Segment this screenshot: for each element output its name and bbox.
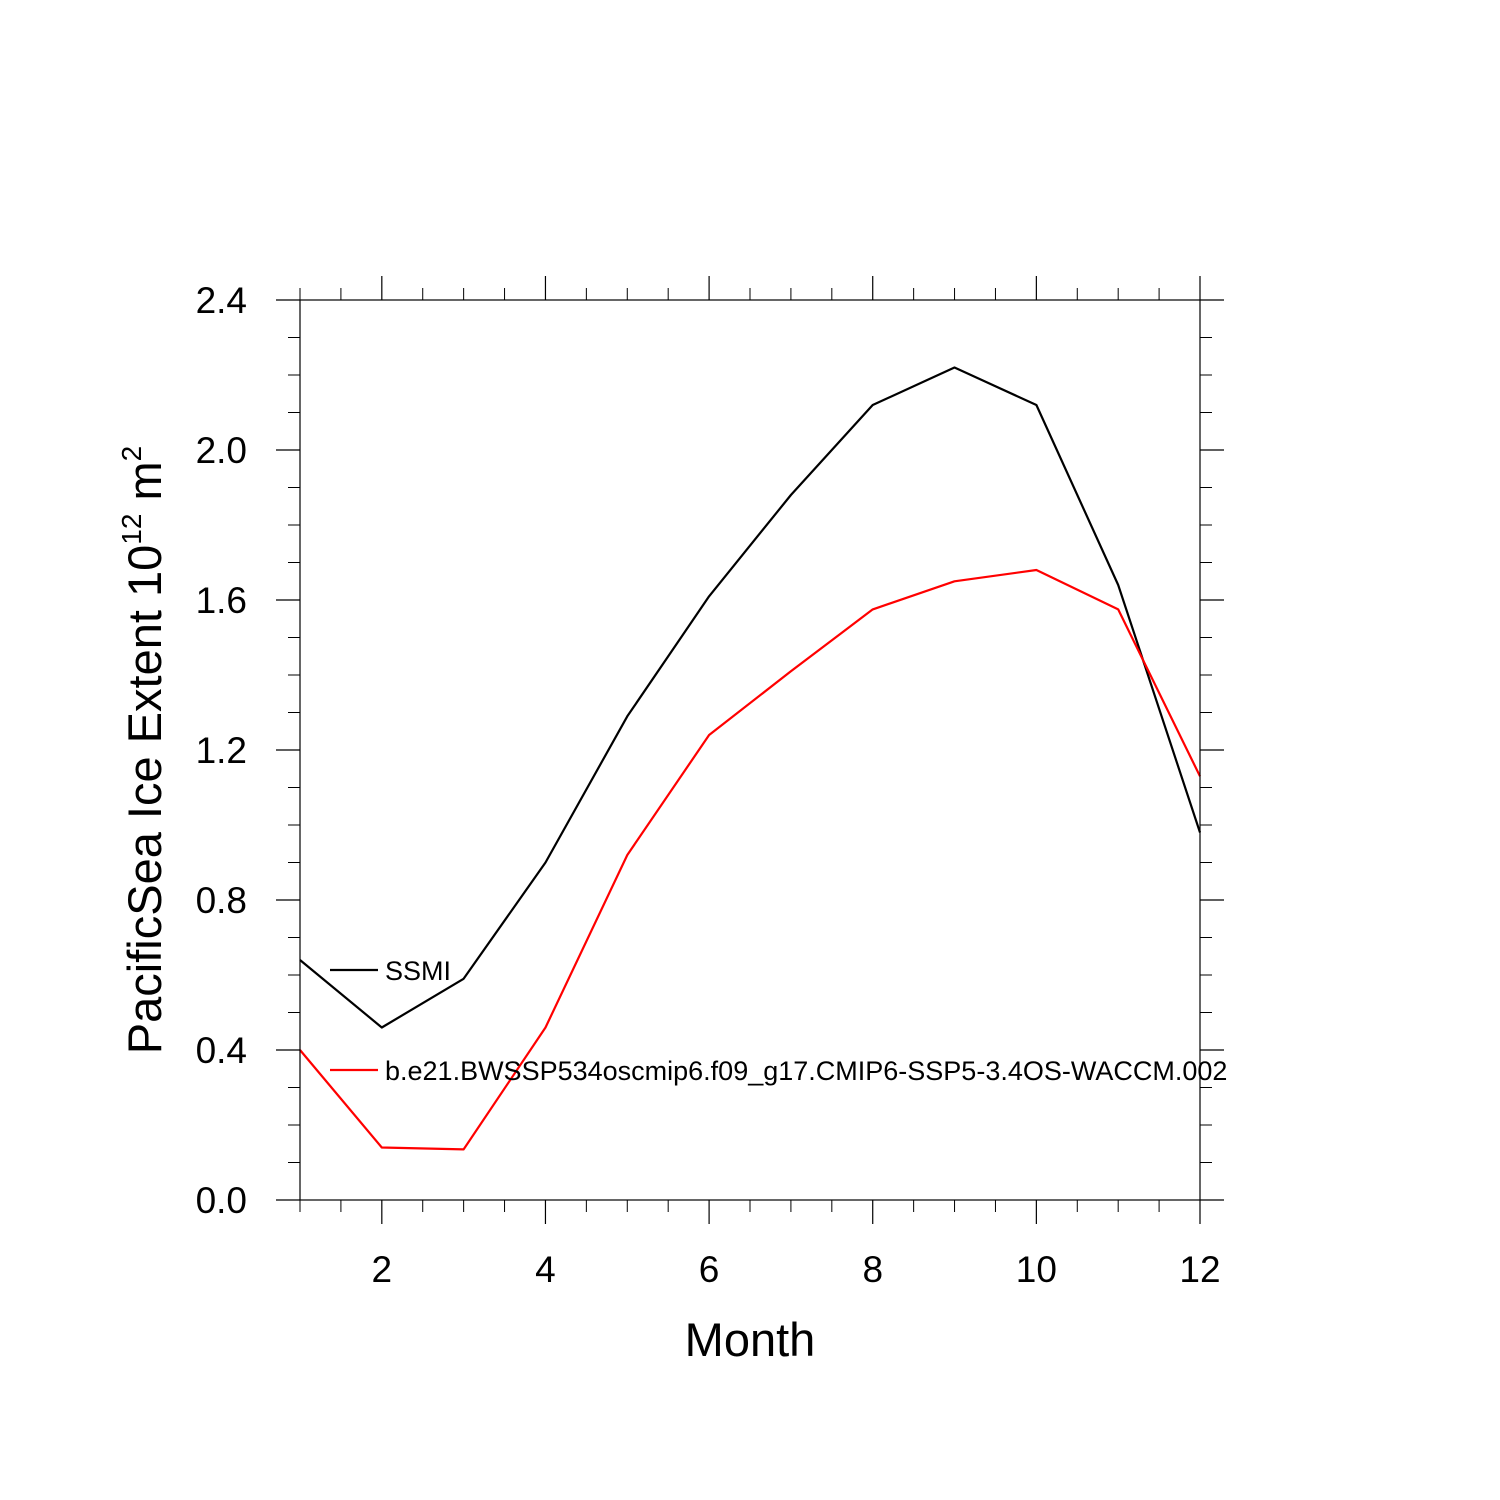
y-tick-label: 1.6 — [196, 580, 247, 621]
major-ticks — [276, 276, 1224, 1224]
y-axis-label: PacificSea Ice Extent 1012 m2 — [116, 446, 171, 1054]
legend: SSMI b.e21.BWSSP534oscmip6.f09_g17.CMIP6-… — [330, 956, 1227, 1086]
y-tick-label: 0.8 — [196, 880, 247, 921]
x-tick-label: 12 — [1179, 1249, 1220, 1290]
legend-label-0: SSMI — [385, 956, 451, 986]
plot-frame — [299, 299, 1201, 1201]
x-tick-label: 2 — [372, 1249, 393, 1290]
y-axis-label-unit: m — [118, 461, 171, 513]
y-tick-label: 0.0 — [196, 1180, 247, 1221]
x-tick-label: 10 — [1016, 1249, 1057, 1290]
x-tick-labels: 2 4 6 8 10 12 — [372, 1249, 1221, 1290]
x-tick-label: 8 — [862, 1249, 883, 1290]
y-axis-label-main: PacificSea Ice Extent 10 — [118, 545, 171, 1054]
x-tick-label: 6 — [699, 1249, 720, 1290]
y-tick-label: 1.2 — [196, 730, 247, 771]
y-axis-label-unit-exponent: 2 — [116, 446, 147, 462]
y-tick-label: 2.0 — [196, 430, 247, 471]
series-lines — [299, 366, 1202, 1151]
series-line-1 — [299, 568, 1201, 1151]
y-axis-label-exponent: 12 — [116, 514, 147, 545]
y-tick-label: 0.4 — [196, 1030, 247, 1071]
series-line-0 — [299, 366, 1202, 1029]
legend-label-1: b.e21.BWSSP534oscmip6.f09_g17.CMIP6-SSP5… — [385, 1056, 1227, 1086]
y-tick-label: 2.4 — [196, 280, 247, 321]
y-tick-labels: 0.0 0.4 0.8 1.2 1.6 2.0 2.4 — [196, 280, 247, 1221]
x-tick-label: 4 — [535, 1249, 556, 1290]
svg-text:PacificSea Ice Extent 1012 m2: PacificSea Ice Extent 1012 m2 — [116, 446, 171, 1054]
x-axis-label: Month — [685, 1313, 816, 1366]
minor-ticks — [288, 288, 1212, 1212]
